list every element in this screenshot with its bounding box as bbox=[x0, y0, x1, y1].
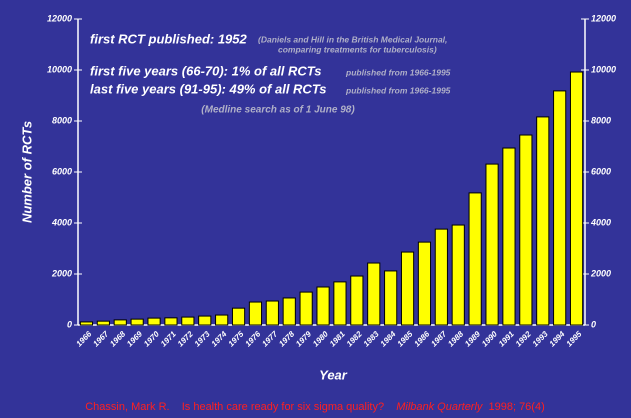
annotation: first five years (66-70): 1% of all RCTs bbox=[90, 63, 321, 78]
bar bbox=[384, 270, 398, 326]
bar bbox=[198, 315, 212, 326]
annotation: last five years (91-95): 49% of all RCTs bbox=[90, 81, 327, 96]
y-tick-label-right: 4000 bbox=[590, 217, 611, 227]
bar bbox=[485, 163, 499, 326]
source-author: Chassin, Mark R. bbox=[85, 401, 169, 413]
bar bbox=[113, 319, 127, 326]
source-citation: 1998; 76(4) bbox=[488, 401, 544, 413]
annotation-note: (Daniels and Hill in the British Medical… bbox=[258, 34, 447, 44]
source: Chassin, Mark R. Is health care ready fo… bbox=[85, 401, 545, 413]
bar bbox=[79, 321, 94, 326]
bar bbox=[181, 316, 195, 326]
y-tick-label: 4000 bbox=[51, 217, 72, 227]
y-tick-label: 2000 bbox=[51, 268, 72, 278]
bar bbox=[569, 71, 584, 326]
bar bbox=[468, 192, 482, 326]
annotation-note: (Medline search as of 1 June 98) bbox=[201, 105, 355, 116]
bar bbox=[248, 301, 263, 326]
bar bbox=[231, 307, 246, 326]
bar bbox=[282, 297, 296, 326]
bar bbox=[130, 318, 144, 326]
bar bbox=[434, 228, 448, 326]
bar bbox=[333, 281, 347, 326]
bar bbox=[316, 286, 330, 326]
y-tick-label-right: 2000 bbox=[590, 268, 611, 278]
bar bbox=[367, 262, 381, 326]
bar bbox=[265, 300, 279, 326]
annotation-note: published from 1966-1995 bbox=[345, 85, 451, 95]
y-tick-label: 6000 bbox=[52, 166, 72, 176]
bar bbox=[96, 320, 110, 326]
x-axis-title: Year bbox=[319, 367, 348, 382]
y-tick-label-right: 12000 bbox=[591, 13, 616, 23]
y-axis-title: Number of RCTs bbox=[19, 121, 34, 223]
y-tick-label-right: 10000 bbox=[591, 64, 616, 74]
y-tick-label: 8000 bbox=[52, 115, 72, 125]
y-tick-label-right: 0 bbox=[591, 319, 596, 329]
y-tick-label-right: 8000 bbox=[591, 115, 611, 125]
bar bbox=[164, 317, 178, 326]
bar bbox=[519, 134, 533, 326]
y-tick-label: 10000 bbox=[47, 64, 72, 74]
y-tick-label-right: 6000 bbox=[591, 166, 611, 176]
bar bbox=[553, 90, 567, 326]
y-tick-label: 12000 bbox=[47, 13, 72, 23]
bar bbox=[417, 241, 432, 326]
bar bbox=[400, 251, 415, 326]
source-title: Is health care ready for six sigma quali… bbox=[182, 401, 384, 413]
annotation-note: comparing treatments for tuberculosis) bbox=[278, 44, 437, 54]
source-journal: Milbank Quarterly bbox=[396, 401, 484, 413]
bar bbox=[502, 147, 516, 326]
annotation-note: published from 1966-1995 bbox=[345, 67, 451, 77]
bar bbox=[147, 317, 161, 326]
bar bbox=[536, 116, 550, 326]
annotation: first RCT published: 1952 bbox=[90, 31, 248, 46]
bar bbox=[350, 275, 364, 326]
y-tick-label: 0 bbox=[67, 319, 72, 329]
bar bbox=[451, 224, 465, 326]
bar bbox=[215, 314, 229, 326]
bar bbox=[299, 291, 313, 326]
